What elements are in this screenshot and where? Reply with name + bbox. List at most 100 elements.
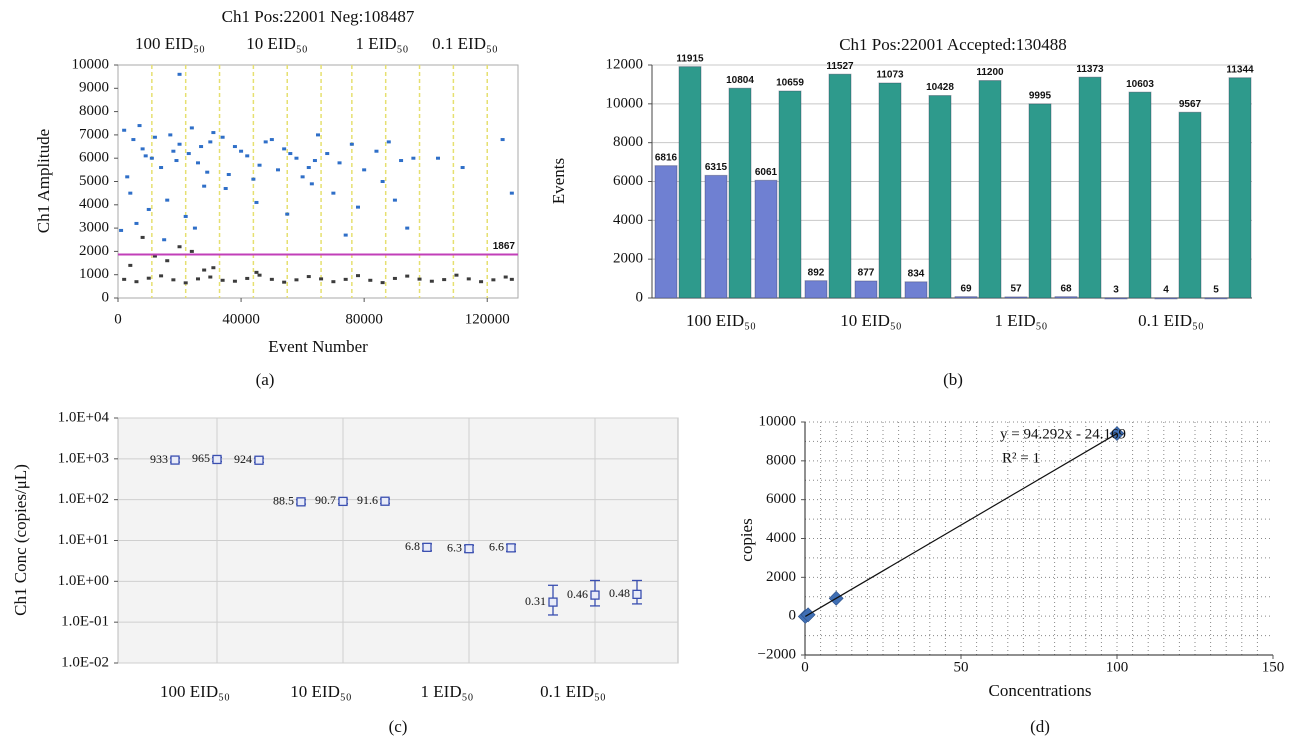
point <box>392 198 397 202</box>
y-tick-label: 5000 <box>79 173 109 189</box>
point <box>137 124 142 128</box>
point <box>125 175 130 179</box>
bar <box>828 73 852 299</box>
point <box>316 133 320 137</box>
point <box>263 140 268 144</box>
y-tick-label: 3000 <box>79 220 109 236</box>
point <box>296 497 306 507</box>
point <box>356 205 360 209</box>
value-label: 0.46 <box>567 587 588 601</box>
y-tick-label: 6000 <box>79 150 109 166</box>
point <box>177 142 182 146</box>
equation: y = 94.292x - 24.169 <box>1000 426 1126 442</box>
bar <box>728 87 752 299</box>
y-tick-label: 1.0E-01 <box>61 614 109 630</box>
r-squared: R² = 1 <box>1002 450 1040 466</box>
point <box>349 142 354 146</box>
well-label: 1 EID₅₀ <box>356 34 409 53</box>
point <box>220 135 225 139</box>
point <box>500 138 505 142</box>
point <box>140 235 145 239</box>
ylabel: Ch1 Amplitude <box>34 129 53 233</box>
bar <box>1104 297 1128 300</box>
point <box>380 496 390 506</box>
y-tick-label: 2000 <box>79 243 109 259</box>
value-label: 3 <box>1113 285 1119 296</box>
point <box>464 544 474 554</box>
plot-area <box>117 64 519 299</box>
y-tick-label: 4000 <box>79 196 109 212</box>
bar <box>1004 296 1028 299</box>
value-label: 11373 <box>1076 64 1104 75</box>
value-label: 6315 <box>705 162 728 173</box>
point <box>149 156 154 160</box>
bar <box>978 80 1002 299</box>
bar <box>1078 76 1102 299</box>
value-label: 924 <box>234 452 252 466</box>
point <box>294 278 299 282</box>
point <box>159 166 164 170</box>
point <box>168 133 173 137</box>
point <box>503 275 508 279</box>
bar <box>1228 77 1252 299</box>
point <box>590 590 600 600</box>
y-tick-label: 1.0E+02 <box>58 491 109 507</box>
y-tick-label: 2000 <box>766 569 796 585</box>
point <box>337 161 342 165</box>
point <box>368 278 373 282</box>
value-label: 11073 <box>876 70 904 81</box>
value-label: 91.6 <box>357 493 378 507</box>
value-label: 6816 <box>655 152 678 163</box>
y-tick-label: 6000 <box>766 491 796 507</box>
x-tick-label: 100 <box>1106 659 1129 675</box>
point <box>454 273 459 277</box>
point <box>159 274 164 278</box>
point <box>276 168 280 172</box>
bar <box>754 179 778 299</box>
bar <box>1178 111 1202 299</box>
x-tick-label: 100 EID₅₀ <box>160 682 230 701</box>
point <box>171 149 176 153</box>
y-tick-label: 12000 <box>606 56 644 72</box>
value-label: 834 <box>908 268 925 279</box>
point <box>220 278 225 282</box>
y-tick-label: 1.0E-02 <box>61 654 109 670</box>
value-label: 9567 <box>1179 99 1202 110</box>
point <box>134 280 139 284</box>
value-label: 69 <box>960 283 972 294</box>
x-tick-label: 0 <box>801 659 809 675</box>
bar <box>804 280 828 299</box>
value-label: 57 <box>1010 284 1022 295</box>
point <box>422 542 432 552</box>
point <box>183 214 188 218</box>
y-tick-label: 7000 <box>79 126 109 142</box>
point <box>269 277 274 281</box>
point <box>509 191 514 195</box>
point <box>239 149 244 153</box>
point <box>362 168 367 172</box>
well-label: 0.1 EID₅₀ <box>432 34 498 53</box>
point <box>325 152 330 156</box>
y-tick-label: 9000 <box>79 80 109 96</box>
bar <box>654 165 678 299</box>
value-label: 0.31 <box>525 594 546 608</box>
ylabel: Ch1 Conc (copies/μL) <box>11 464 30 616</box>
ylabel: copies <box>737 518 756 561</box>
point <box>177 72 182 76</box>
point <box>134 221 139 225</box>
point <box>282 280 287 284</box>
point <box>257 163 262 167</box>
point <box>300 175 305 179</box>
point <box>211 266 216 270</box>
y-tick-label: 4000 <box>613 212 643 228</box>
panel-label: (c) <box>389 717 408 736</box>
point <box>251 177 256 181</box>
value-label: 11200 <box>976 67 1004 78</box>
bar <box>1128 91 1152 299</box>
point <box>152 254 157 258</box>
point <box>294 156 299 160</box>
y-tick-label: 10000 <box>606 95 644 111</box>
value-label: 11915 <box>676 53 704 64</box>
y-tick-label: 0 <box>789 608 797 624</box>
point <box>285 212 290 216</box>
